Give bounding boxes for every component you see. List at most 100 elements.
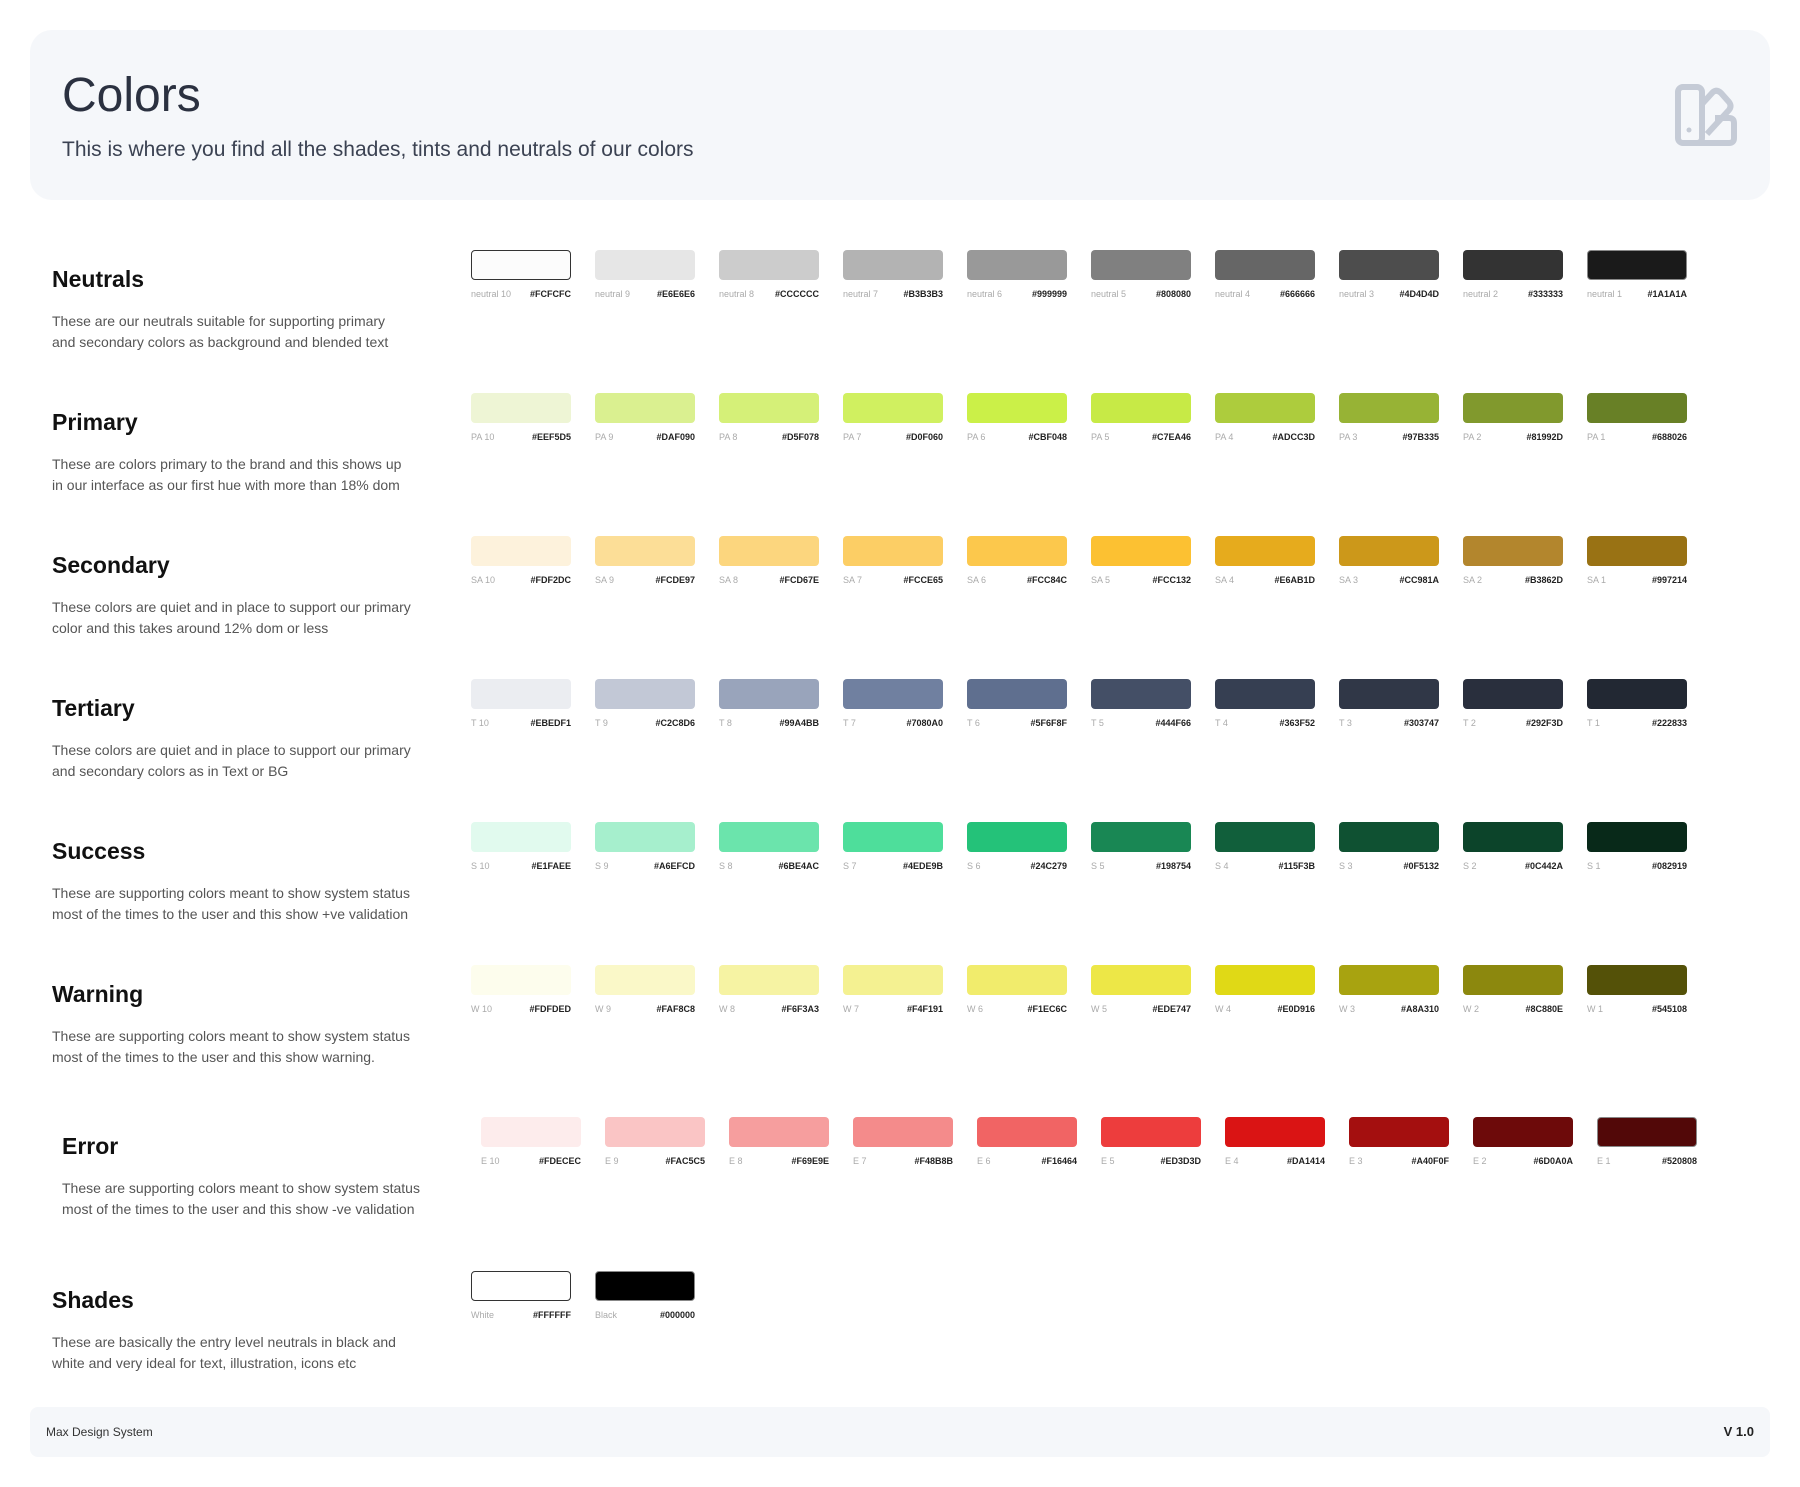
color-swatch[interactable]: T 2 #292F3D xyxy=(1463,679,1563,728)
color-swatch[interactable]: T 1 #222833 xyxy=(1587,679,1687,728)
swatch-chip[interactable] xyxy=(471,965,571,995)
color-swatch[interactable]: neutral 2 #333333 xyxy=(1463,250,1563,299)
color-swatch[interactable]: W 10 #FDFDED xyxy=(471,965,571,1014)
swatch-chip[interactable] xyxy=(843,536,943,566)
color-swatch[interactable]: T 4 #363F52 xyxy=(1215,679,1315,728)
swatch-chip[interactable] xyxy=(1463,250,1563,280)
swatch-chip[interactable] xyxy=(1349,1117,1449,1147)
swatch-chip[interactable] xyxy=(1587,822,1687,852)
swatch-chip[interactable] xyxy=(967,393,1067,423)
color-swatch[interactable]: SA 6 #FCC84C xyxy=(967,536,1067,585)
swatch-chip[interactable] xyxy=(1463,393,1563,423)
color-swatch[interactable]: E 4 #DA1414 xyxy=(1225,1117,1325,1166)
swatch-chip[interactable] xyxy=(595,536,695,566)
color-swatch[interactable]: W 7 #F4F191 xyxy=(843,965,943,1014)
color-swatch[interactable]: PA 9 #DAF090 xyxy=(595,393,695,442)
swatch-chip[interactable] xyxy=(1091,536,1191,566)
color-swatch[interactable]: neutral 10 #FCFCFC xyxy=(471,250,571,299)
swatch-chip[interactable] xyxy=(595,393,695,423)
color-swatch[interactable]: S 2 #0C442A xyxy=(1463,822,1563,871)
color-swatch[interactable]: T 8 #99A4BB xyxy=(719,679,819,728)
swatch-chip[interactable] xyxy=(967,250,1067,280)
color-swatch[interactable]: PA 3 #97B335 xyxy=(1339,393,1439,442)
color-swatch[interactable]: T 7 #7080A0 xyxy=(843,679,943,728)
color-swatch[interactable]: W 4 #E0D916 xyxy=(1215,965,1315,1014)
swatch-chip[interactable] xyxy=(977,1117,1077,1147)
swatch-chip[interactable] xyxy=(1587,250,1687,280)
swatch-chip[interactable] xyxy=(1339,393,1439,423)
swatch-chip[interactable] xyxy=(1091,822,1191,852)
swatch-chip[interactable] xyxy=(1225,1117,1325,1147)
swatch-chip[interactable] xyxy=(1091,393,1191,423)
color-swatch[interactable]: T 10 #EBEDF1 xyxy=(471,679,571,728)
swatch-chip[interactable] xyxy=(719,536,819,566)
swatch-chip[interactable] xyxy=(967,679,1067,709)
color-swatch[interactable]: T 5 #444F66 xyxy=(1091,679,1191,728)
color-swatch[interactable]: SA 3 #CC981A xyxy=(1339,536,1439,585)
swatch-chip[interactable] xyxy=(1463,536,1563,566)
swatch-chip[interactable] xyxy=(1091,965,1191,995)
color-swatch[interactable]: W 3 #A8A310 xyxy=(1339,965,1439,1014)
color-swatch[interactable]: neutral 4 #666666 xyxy=(1215,250,1315,299)
color-swatch[interactable]: E 10 #FDECEC xyxy=(481,1117,581,1166)
color-swatch[interactable]: PA 7 #D0F060 xyxy=(843,393,943,442)
color-swatch[interactable]: E 5 #ED3D3D xyxy=(1101,1117,1201,1166)
color-swatch[interactable]: SA 2 #B3862D xyxy=(1463,536,1563,585)
color-swatch[interactable]: neutral 8 #CCCCCC xyxy=(719,250,819,299)
swatch-chip[interactable] xyxy=(1463,965,1563,995)
swatch-chip[interactable] xyxy=(595,250,695,280)
color-swatch[interactable]: W 5 #EDE747 xyxy=(1091,965,1191,1014)
swatch-chip[interactable] xyxy=(1215,679,1315,709)
swatch-chip[interactable] xyxy=(719,250,819,280)
color-swatch[interactable]: E 6 #F16464 xyxy=(977,1117,1077,1166)
swatch-chip[interactable] xyxy=(1339,250,1439,280)
swatch-chip[interactable] xyxy=(471,679,571,709)
color-swatch[interactable]: SA 4 #E6AB1D xyxy=(1215,536,1315,585)
color-swatch[interactable]: T 3 #303747 xyxy=(1339,679,1439,728)
color-swatch[interactable]: W 2 #8C880E xyxy=(1463,965,1563,1014)
swatch-chip[interactable] xyxy=(1339,822,1439,852)
color-swatch[interactable]: W 6 #F1EC6C xyxy=(967,965,1067,1014)
color-swatch[interactable]: PA 6 #CBF048 xyxy=(967,393,1067,442)
color-swatch[interactable]: S 8 #6BE4AC xyxy=(719,822,819,871)
swatch-chip[interactable] xyxy=(1215,536,1315,566)
color-swatch[interactable]: T 9 #C2C8D6 xyxy=(595,679,695,728)
color-swatch[interactable]: E 2 #6D0A0A xyxy=(1473,1117,1573,1166)
color-swatch[interactable]: S 6 #24C279 xyxy=(967,822,1067,871)
swatch-chip[interactable] xyxy=(595,1271,695,1301)
color-swatch[interactable]: SA 7 #FCCE65 xyxy=(843,536,943,585)
swatch-chip[interactable] xyxy=(1339,679,1439,709)
color-swatch[interactable]: neutral 5 #808080 xyxy=(1091,250,1191,299)
swatch-chip[interactable] xyxy=(843,393,943,423)
color-swatch[interactable]: PA 8 #D5F078 xyxy=(719,393,819,442)
color-swatch[interactable]: S 7 #4EDE9B xyxy=(843,822,943,871)
swatch-chip[interactable] xyxy=(1463,822,1563,852)
color-swatch[interactable]: E 7 #F48B8B xyxy=(853,1117,953,1166)
color-swatch[interactable]: neutral 3 #4D4D4D xyxy=(1339,250,1439,299)
color-swatch[interactable]: SA 10 #FDF2DC xyxy=(471,536,571,585)
color-swatch[interactable]: E 8 #F69E9E xyxy=(729,1117,829,1166)
color-swatch[interactable]: E 1 #520808 xyxy=(1597,1117,1697,1166)
swatch-chip[interactable] xyxy=(843,822,943,852)
color-swatch[interactable]: PA 2 #81992D xyxy=(1463,393,1563,442)
swatch-chip[interactable] xyxy=(1339,536,1439,566)
swatch-chip[interactable] xyxy=(719,965,819,995)
color-swatch[interactable]: neutral 6 #999999 xyxy=(967,250,1067,299)
swatch-chip[interactable] xyxy=(595,679,695,709)
swatch-chip[interactable] xyxy=(1463,679,1563,709)
color-swatch[interactable]: SA 1 #997214 xyxy=(1587,536,1687,585)
swatch-chip[interactable] xyxy=(853,1117,953,1147)
swatch-chip[interactable] xyxy=(471,393,571,423)
swatch-chip[interactable] xyxy=(843,679,943,709)
swatch-chip[interactable] xyxy=(1091,679,1191,709)
color-swatch[interactable]: neutral 9 #E6E6E6 xyxy=(595,250,695,299)
color-swatch[interactable]: PA 4 #ADCC3D xyxy=(1215,393,1315,442)
swatch-chip[interactable] xyxy=(1587,536,1687,566)
color-swatch[interactable]: PA 1 #688026 xyxy=(1587,393,1687,442)
swatch-chip[interactable] xyxy=(719,679,819,709)
swatch-chip[interactable] xyxy=(605,1117,705,1147)
swatch-chip[interactable] xyxy=(843,250,943,280)
swatch-chip[interactable] xyxy=(729,1117,829,1147)
color-swatch[interactable]: S 4 #115F3B xyxy=(1215,822,1315,871)
color-swatch[interactable]: S 5 #198754 xyxy=(1091,822,1191,871)
